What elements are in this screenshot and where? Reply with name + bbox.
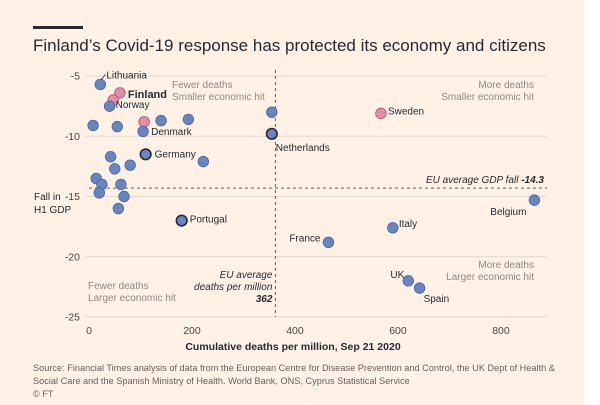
quadrant-label-bottom-left: Larger economic hit <box>88 293 176 304</box>
point <box>155 114 167 127</box>
point <box>197 155 210 168</box>
source-note: Source: Financial Times analysis of data… <box>33 362 573 401</box>
quadrant-label-top-right: More deaths <box>478 80 534 91</box>
point-norway <box>103 100 116 112</box>
y-axis-label: H1 GDP <box>34 205 72 216</box>
quadrant-label-top-right: Smaller economic hit <box>441 92 534 103</box>
quadrant-label-bottom-right: More deaths <box>478 260 534 271</box>
point-finland <box>114 87 126 99</box>
source-line: Social Care and the Spanish Ministry of … <box>33 376 410 386</box>
point-lithuania <box>94 78 107 91</box>
point <box>266 106 278 118</box>
y-tick-label: -15 <box>65 191 80 203</box>
point <box>87 119 99 132</box>
leader-line <box>101 74 106 80</box>
y-tick-label: -20 <box>65 251 80 263</box>
point-label-uk: UK <box>390 270 404 281</box>
point-france <box>322 236 335 248</box>
point <box>93 187 105 199</box>
point <box>182 113 195 126</box>
page-margin <box>584 0 600 405</box>
x-tick-label: 600 <box>389 325 407 337</box>
point-label-sweden: Sweden <box>388 106 424 117</box>
point-label-lithuania: Lithuania <box>106 70 147 81</box>
point-label-portugal: Portugal <box>190 215 227 226</box>
point-germany <box>139 148 152 161</box>
ft-accent-bar <box>33 26 83 29</box>
eu-average-gdp-label: EU average GDP fall -14.3 <box>426 175 544 186</box>
gridlines <box>85 75 547 318</box>
point <box>118 190 130 203</box>
point-label-italy: Italy <box>399 219 417 230</box>
point-label-spain: Spain <box>424 294 450 305</box>
point-spain <box>413 282 426 294</box>
quadrant-label-top-left: Fewer deaths <box>172 80 233 91</box>
y-tick-label: -10 <box>65 131 80 143</box>
copyright: © FT <box>33 389 54 399</box>
x-tick-label: 200 <box>183 325 201 337</box>
eu-average-deaths-value: 362 <box>256 294 273 305</box>
point <box>111 120 124 133</box>
quadrant-label-bottom-right: Larger economic hit <box>446 272 534 283</box>
x-tick-label: 0 <box>86 325 92 337</box>
scatter-chart: EU average GDP fall -14.3 EU averagedeath… <box>34 70 547 353</box>
source-line: Source: Financial Times analysis of data… <box>33 363 555 373</box>
point <box>112 202 125 215</box>
quadrant-label-bottom-left: Fewer deaths <box>88 281 149 292</box>
eu-average-deaths-label: deaths per million <box>194 282 273 293</box>
point-label-germany: Germany <box>155 149 196 160</box>
chart-card: Finland’s Covid-19 response has protecte… <box>0 0 584 405</box>
x-tick-label: 800 <box>492 325 510 337</box>
point-label-netherlands: Netherlands <box>276 143 330 154</box>
chart-title: Finland’s Covid-19 response has protecte… <box>33 36 546 55</box>
point-sweden <box>375 107 387 120</box>
point-denmark <box>138 116 150 128</box>
y-tick-label: -25 <box>65 312 80 324</box>
point-italy <box>387 222 399 234</box>
reference-lines: EU average GDP fall -14.3 EU averagedeath… <box>89 70 547 317</box>
point <box>109 163 121 175</box>
x-axis-label: Cumulative deaths per million, Sep 21 20… <box>185 341 400 353</box>
point-label-belgium: Belgium <box>490 207 526 218</box>
data-points <box>87 78 541 294</box>
y-tick-label: -5 <box>71 71 80 83</box>
point <box>115 178 127 191</box>
point-netherlands <box>265 127 278 140</box>
axes: -5 -10 -15 -20 -25 0 200 400 600 800 Fall in H1 GDP… <box>34 71 510 353</box>
point-belgium <box>528 194 541 206</box>
point-label-france: France <box>289 233 321 244</box>
point-uk <box>402 275 414 287</box>
point-portugal <box>175 214 188 227</box>
point-label-denmark: Denmark <box>151 127 193 138</box>
point-label-norway: Norway <box>116 100 150 111</box>
point <box>137 125 149 138</box>
y-axis-label: Fall in <box>34 192 61 203</box>
quadrant-label-top-left: Smaller economic hit <box>172 92 265 103</box>
eu-average-deaths-label: EU average <box>220 270 273 281</box>
point-label-finland: Finland <box>128 89 167 101</box>
point <box>124 159 136 171</box>
point <box>104 151 117 163</box>
x-tick-label: 400 <box>286 325 304 337</box>
